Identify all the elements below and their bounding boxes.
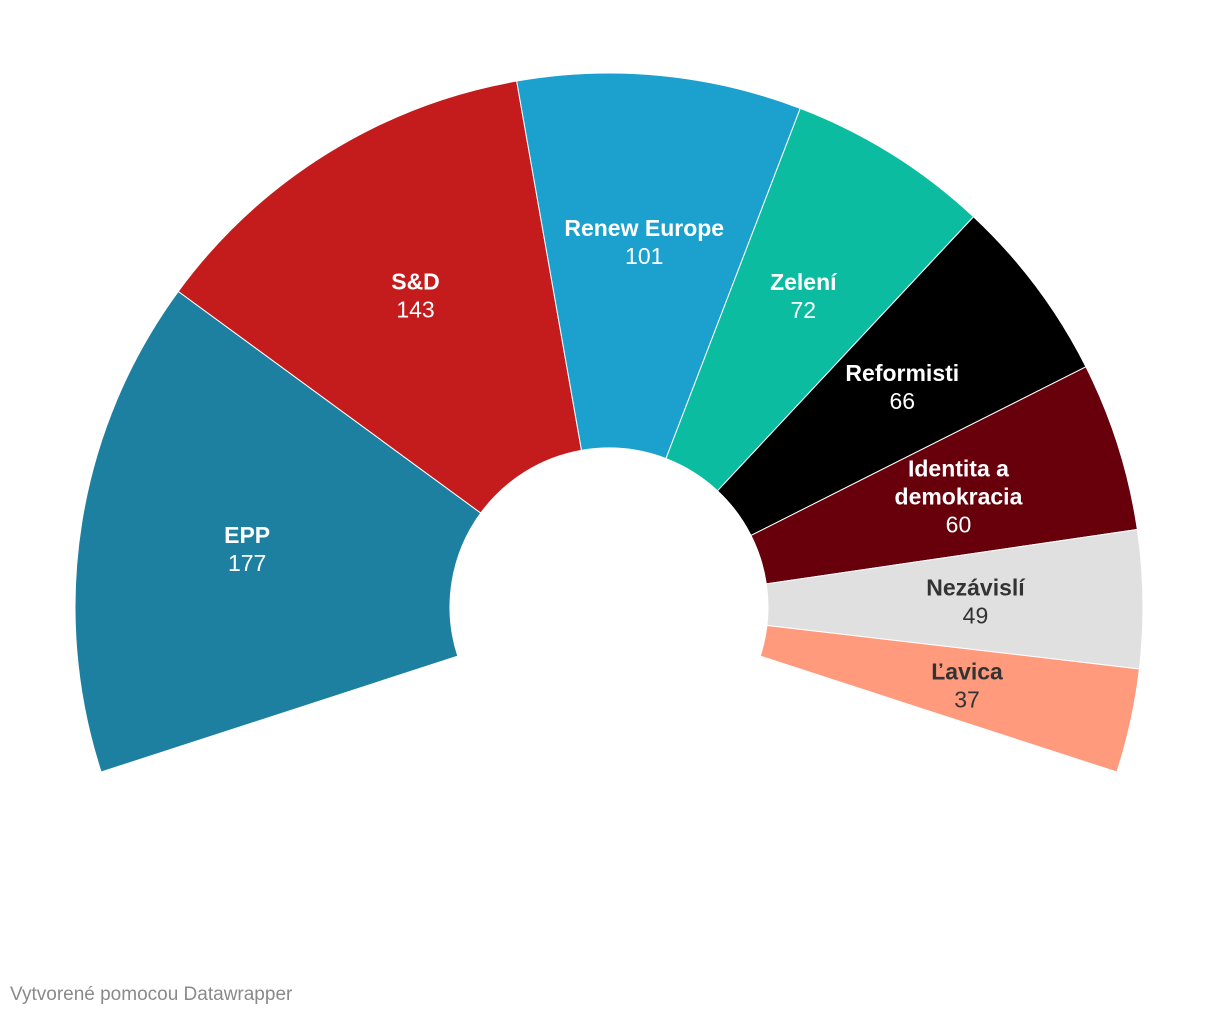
slice-epp bbox=[74, 290, 482, 773]
slice-label-renew-europe: Renew Europe 101 bbox=[564, 215, 724, 269]
slice-name: demokracia bbox=[895, 484, 1023, 510]
slice-name: Zelení bbox=[770, 269, 838, 295]
slice-lavica bbox=[759, 624, 1140, 773]
slice-value: 72 bbox=[791, 297, 817, 323]
slice-value: 49 bbox=[963, 603, 989, 629]
slice-value: 143 bbox=[396, 297, 434, 323]
slice-value: 37 bbox=[954, 686, 980, 712]
slice-name: Reformisti bbox=[845, 360, 959, 386]
slice-label-reformisti: Reformisti 66 bbox=[845, 360, 959, 414]
chart-slices bbox=[74, 72, 1144, 773]
slice-label-epp: EPP 177 bbox=[224, 522, 270, 576]
slice-value: 66 bbox=[890, 388, 916, 414]
slice-label-lavica: Ľavica 37 bbox=[931, 658, 1003, 712]
slice-label-s-d: S&D 143 bbox=[391, 269, 440, 323]
slice-label-nezavisli: Nezávislí 49 bbox=[926, 575, 1026, 629]
slice-name: Ľavica bbox=[931, 658, 1003, 684]
slice-renew-europe bbox=[516, 72, 801, 460]
slice-zeleni bbox=[665, 107, 975, 492]
slice-name: EPP bbox=[224, 522, 270, 548]
slice-value: 60 bbox=[946, 512, 972, 538]
slice-name: Identita a bbox=[908, 456, 1009, 482]
slice-label-identita-a-demokracia: Identita a demokracia 60 bbox=[895, 456, 1023, 538]
slice-label-zeleni: Zelení 72 bbox=[770, 269, 838, 323]
slice-value: 101 bbox=[625, 243, 663, 269]
footer-credit: Vytvorené pomocou Datawrapper bbox=[10, 984, 293, 1005]
slice-name: Renew Europe bbox=[564, 215, 724, 241]
slice-s-d bbox=[177, 80, 583, 514]
slice-name: Nezávislí bbox=[926, 575, 1026, 601]
slice-value: 177 bbox=[228, 550, 266, 576]
slice-name: S&D bbox=[391, 269, 440, 295]
